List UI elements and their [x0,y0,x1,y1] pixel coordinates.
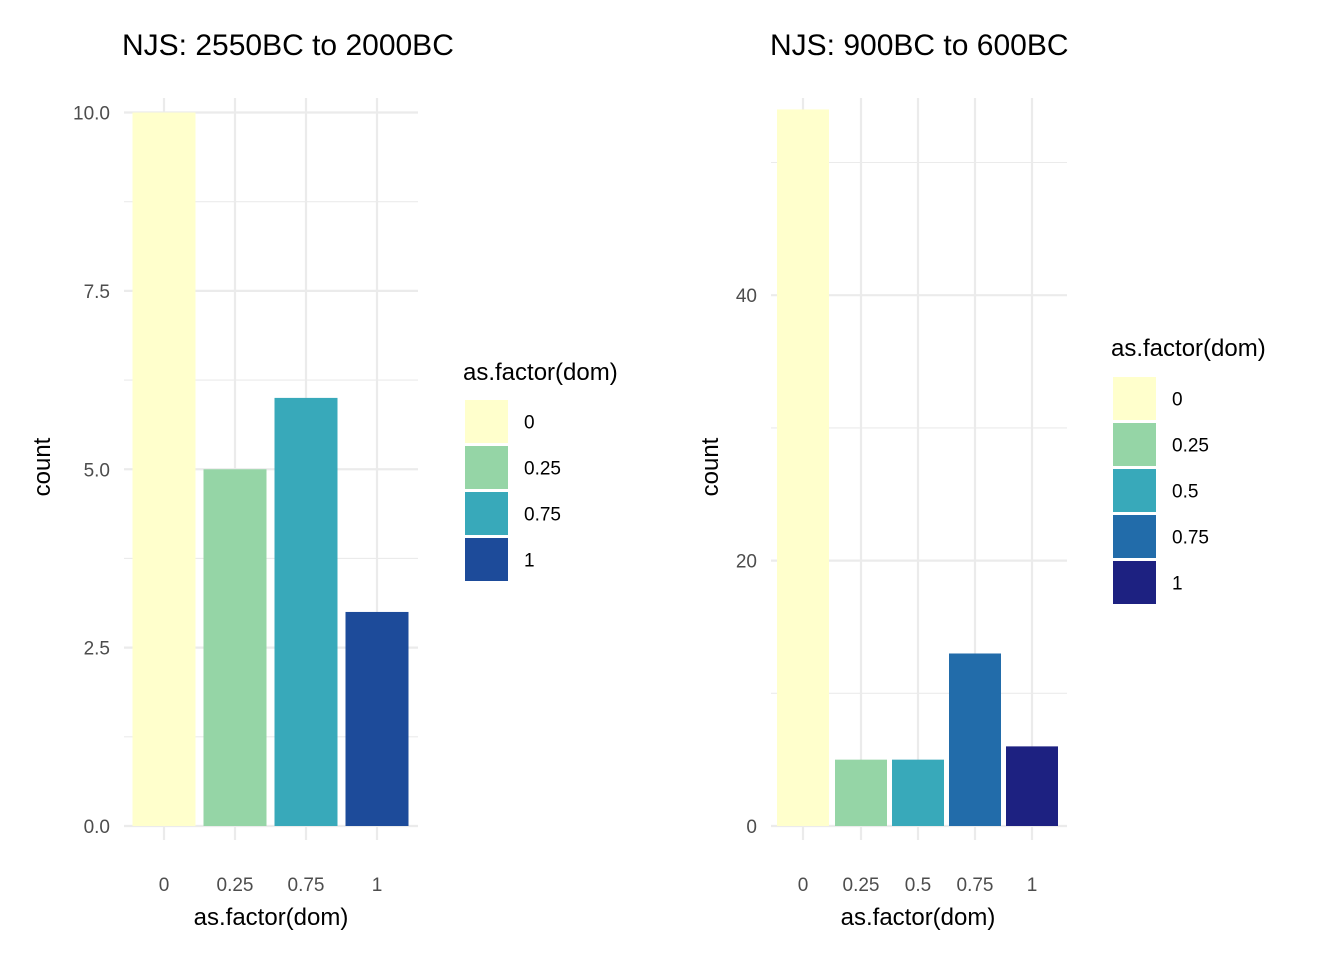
x-tick-label: 0.25 [843,875,880,896]
legend: as.factor(dom) 0 0.25 0.75 1 [463,359,618,581]
chart-title: NJS: 900BC to 600BC [770,29,1069,62]
legend-title: as.factor(dom) [1111,335,1266,362]
bar-1 [345,611,409,826]
y-tick-label: 2.5 [84,639,110,660]
x-tick-label: 1 [372,875,383,896]
chart-title: NJS: 2550BC to 2000BC [122,29,454,62]
x-tick-label: 0 [798,875,809,896]
bar-0.25 [203,469,267,826]
legend-label: 1 [524,551,535,572]
legend-key-1 [465,538,508,581]
legend-label: 0.25 [1172,436,1209,457]
legend-label: 0.75 [1172,528,1209,549]
legend-key-1 [1113,561,1156,604]
y-tick-label: 20 [736,552,757,573]
x-axis-title: as.factor(dom) [841,904,996,931]
legend-label: 0.5 [1172,482,1198,503]
chart-panel-2: 0 20 40 0 0.25 0.5 0.75 1 NJS: 900BC to 600BC as.… [697,29,1266,931]
legend-key-0.25 [1113,423,1156,466]
bar-0 [777,109,829,827]
x-tick-label: 0.5 [905,875,931,896]
y-axis-title: count [697,437,724,496]
legend-label: 0.25 [524,459,561,480]
legend-key-0 [465,400,508,443]
x-axis-title: as.factor(dom) [194,904,349,931]
y-tick-label: 40 [736,286,757,307]
bar-0.75 [949,653,1001,826]
bar-0.5 [892,759,944,826]
x-tick-label: 0 [159,875,170,896]
legend-label: 1 [1172,574,1183,595]
legend-key-0 [1113,377,1156,420]
y-tick-label: 5.0 [84,460,110,481]
legend-key-0.25 [465,446,508,489]
legend-title: as.factor(dom) [463,359,618,386]
x-tick-label: 0.75 [957,875,994,896]
x-tick-label: 0.25 [217,875,254,896]
y-axis-title: count [29,437,56,496]
y-tick-label: 7.5 [84,282,110,303]
bar-0 [132,112,196,826]
legend-label: 0 [524,413,535,434]
y-tick-label: 10.0 [73,104,110,125]
legend-key-0.5 [1113,469,1156,512]
legend-key-0.75 [1113,515,1156,558]
chart-panel-1: 0.0 2.5 5.0 7.5 10.0 0 0.25 0.75 1 NJS: 2550BC to… [29,29,618,931]
legend-label: 0 [1172,390,1183,411]
bar-0.75 [274,397,338,826]
y-tick-label: 0.0 [84,817,110,838]
x-tick-label: 1 [1027,875,1038,896]
legend-label: 0.75 [524,505,561,526]
x-tick-label: 0.75 [288,875,325,896]
bar-0.25 [835,759,887,826]
bar-1 [1006,746,1058,826]
legend-key-0.75 [465,492,508,535]
legend: as.factor(dom) 0 0.25 0.5 0.75 1 [1111,335,1266,604]
y-tick-label: 0 [746,817,757,838]
